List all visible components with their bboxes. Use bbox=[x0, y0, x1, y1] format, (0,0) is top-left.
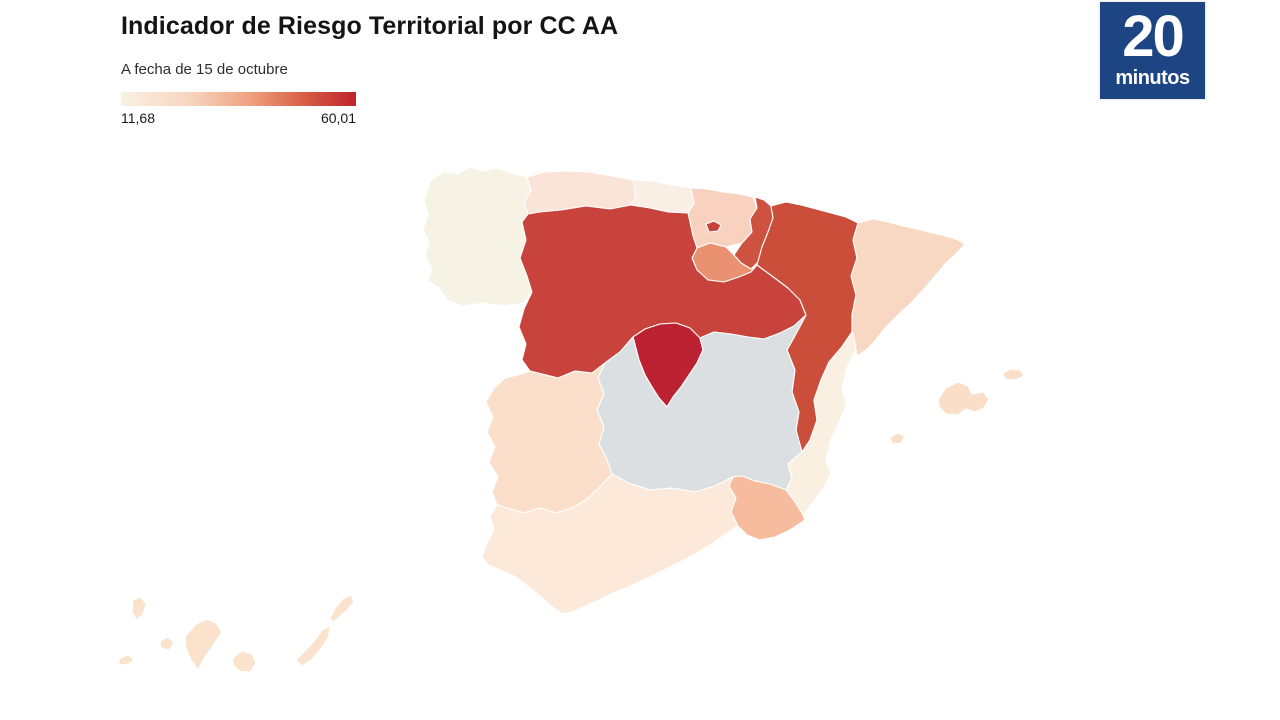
region-baleares-mallorca[interactable] bbox=[937, 381, 990, 416]
region-trevino-enclave[interactable] bbox=[705, 220, 722, 233]
region-canarias-el-hierro[interactable] bbox=[118, 654, 135, 666]
region-baleares-ibiza[interactable] bbox=[889, 432, 906, 445]
region-extremadura[interactable] bbox=[485, 362, 613, 514]
region-castilla-la-mancha[interactable] bbox=[596, 314, 807, 493]
region-baleares-menorca[interactable] bbox=[1001, 368, 1025, 381]
region-canarias-lanzarote[interactable] bbox=[329, 594, 355, 623]
subtitle-date: A fecha de 15 de octubre bbox=[121, 61, 288, 78]
region-canarias-fuerteventura[interactable] bbox=[295, 625, 331, 667]
region-baleares-group bbox=[889, 368, 1025, 445]
region-canarias-la-gomera[interactable] bbox=[159, 636, 175, 651]
region-canarias-gran-canaria[interactable] bbox=[232, 650, 257, 673]
header: Indicador de Riesgo Territorial por CC A… bbox=[121, 12, 618, 126]
page-title: Indicador de Riesgo Territorial por CC A… bbox=[121, 12, 619, 40]
logo-number: 20 bbox=[1122, 4, 1184, 69]
legend-max-label: 60,01 bbox=[320, 110, 356, 126]
region-andalucia[interactable] bbox=[481, 473, 739, 615]
legend-gradient-bar bbox=[121, 92, 356, 106]
region-galicia[interactable] bbox=[422, 166, 533, 307]
brand-logo-20minutos: 20 minutos bbox=[1100, 2, 1205, 99]
legend-labels: 11,68 60,01 bbox=[121, 110, 356, 126]
region-canarias-la-palma[interactable] bbox=[131, 596, 147, 621]
region-canarias-group bbox=[118, 594, 355, 673]
region-cataluna[interactable] bbox=[850, 218, 966, 357]
region-canarias-tenerife[interactable] bbox=[184, 618, 223, 671]
logo-word: minutos bbox=[1115, 67, 1190, 89]
legend-min-label: 11,68 bbox=[121, 110, 155, 126]
color-scale-legend: 11,68 60,01 bbox=[121, 92, 356, 126]
